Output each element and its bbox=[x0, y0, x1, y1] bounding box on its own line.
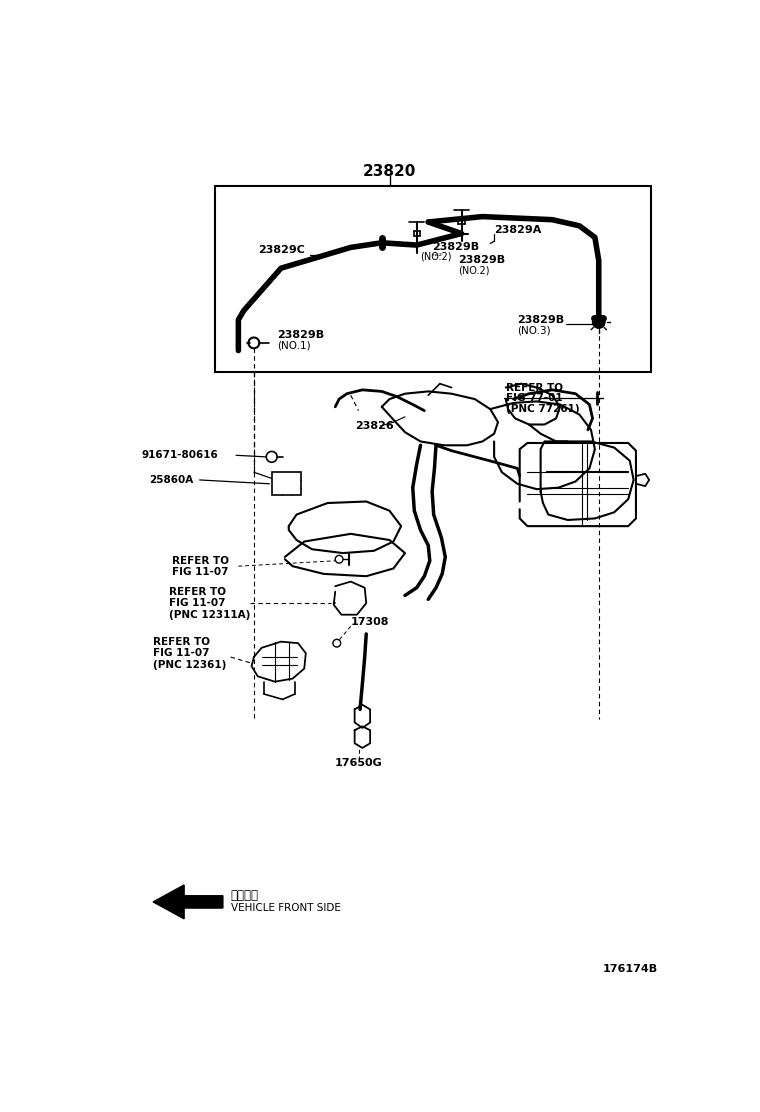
Bar bbox=[272, 473, 301, 495]
Text: FIG 77-01: FIG 77-01 bbox=[505, 394, 562, 404]
Text: 23829A: 23829A bbox=[494, 225, 541, 235]
Text: 17650G: 17650G bbox=[334, 758, 382, 768]
Text: REFER TO: REFER TO bbox=[153, 637, 210, 647]
Text: 車両前方: 車両前方 bbox=[230, 890, 258, 902]
Text: (PNC 77261): (PNC 77261) bbox=[505, 404, 579, 414]
Text: FIG 11-07: FIG 11-07 bbox=[153, 648, 210, 658]
Text: (NO.3): (NO.3) bbox=[518, 326, 551, 336]
Text: (NO.2): (NO.2) bbox=[458, 266, 489, 276]
Text: 23829B: 23829B bbox=[432, 242, 480, 252]
Text: VEHICLE FRONT SIDE: VEHICLE FRONT SIDE bbox=[230, 903, 340, 913]
Text: 23820: 23820 bbox=[363, 165, 416, 179]
Text: 23826: 23826 bbox=[355, 421, 394, 431]
Text: 23829B: 23829B bbox=[518, 315, 565, 325]
Circle shape bbox=[593, 316, 605, 328]
Text: 23829B: 23829B bbox=[458, 256, 505, 266]
Text: (NO.2): (NO.2) bbox=[420, 251, 452, 261]
Text: REFER TO: REFER TO bbox=[173, 556, 230, 566]
Text: FIG 11-07: FIG 11-07 bbox=[173, 567, 229, 577]
Polygon shape bbox=[153, 885, 223, 919]
Text: 17308: 17308 bbox=[351, 617, 389, 627]
Text: ⁿᵒ²: ⁿᵒ² bbox=[432, 252, 442, 261]
Text: 25860A: 25860A bbox=[149, 475, 194, 485]
Text: REFER TO: REFER TO bbox=[169, 587, 226, 597]
Bar bbox=[215, 186, 651, 373]
Text: 23829B: 23829B bbox=[277, 330, 325, 340]
Text: (PNC 12361): (PNC 12361) bbox=[153, 659, 226, 669]
Text: REFER TO: REFER TO bbox=[505, 383, 562, 393]
Text: 23829C: 23829C bbox=[258, 246, 305, 256]
Text: (NO.1): (NO.1) bbox=[277, 341, 311, 351]
Text: FIG 11-07: FIG 11-07 bbox=[169, 598, 225, 608]
Text: (PNC 12311A): (PNC 12311A) bbox=[169, 609, 250, 619]
Text: 176174B: 176174B bbox=[603, 964, 657, 974]
Text: 91671-80616: 91671-80616 bbox=[141, 450, 218, 460]
